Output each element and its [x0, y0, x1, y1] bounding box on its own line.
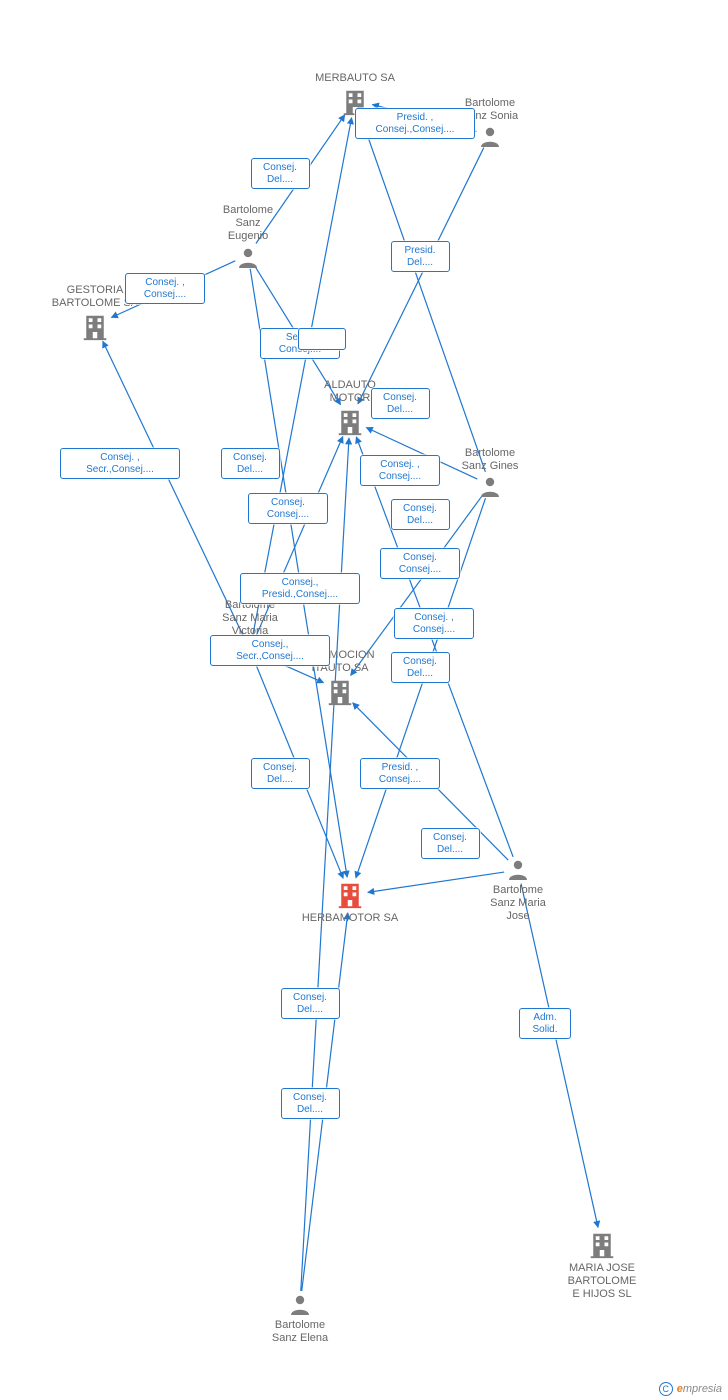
person-icon [288, 1293, 312, 1317]
building-icon [340, 87, 370, 117]
person-icon [238, 641, 262, 665]
node-label: Bartolome Sanz Elena [245, 1319, 355, 1345]
company-node[interactable]: HERBAMOTOR SA [295, 880, 405, 925]
company-node[interactable]: ALDAUTO MOTOR [295, 379, 405, 437]
person-node[interactable]: Bartolome Sanz Sonia [435, 97, 545, 149]
copyright-icon: C [659, 1382, 673, 1396]
person-icon [478, 475, 502, 499]
edge-label: Secr. , Consej.... [260, 328, 340, 359]
company-node[interactable]: MERBAUTO SA [300, 72, 410, 117]
person-icon [478, 125, 502, 149]
edge-label: Consej. Del.... [391, 499, 450, 530]
company-node[interactable]: PROMOCION ITAUTO SA [285, 649, 395, 707]
person-node[interactable]: Bartolome Sanz Maria Jose [463, 858, 573, 924]
edge-label: Consej. Consej.... [380, 548, 460, 579]
edge-label: Consej. Del.... [281, 988, 340, 1019]
edge-label: Presid. Del.... [391, 241, 450, 272]
edge-label: Consej. , Consej.... [394, 608, 474, 639]
building-icon [587, 1230, 617, 1260]
node-label: Bartolome Sanz Gines [435, 447, 545, 473]
company-node[interactable]: GESTORIA BARTOLOME SA [40, 284, 150, 342]
node-label: Bartolome Sanz Maria Jose [463, 884, 573, 924]
building-icon [335, 407, 365, 437]
building-icon [325, 677, 355, 707]
footer: C empresia [659, 1382, 722, 1396]
node-label: MERBAUTO SA [300, 72, 410, 85]
network-diagram: MERBAUTO SA Bartolome Sanz Sonia Bartolo… [0, 0, 728, 1400]
edge-label: Consej. Del.... [421, 828, 480, 859]
edge-label [298, 328, 346, 350]
edge-label: Consej. Del.... [391, 652, 450, 683]
edge-label: Adm. Solid. [519, 1008, 571, 1039]
edge-label: Consej. Del.... [281, 1088, 340, 1119]
brand: empresia [677, 1383, 722, 1395]
node-label: HERBAMOTOR SA [295, 912, 405, 925]
node-label: Bartolome Sanz Maria Victoria [195, 599, 305, 639]
node-label: PROMOCION ITAUTO SA [285, 649, 395, 675]
company-node[interactable]: MARIA JOSE BARTOLOME E HIJOS SL [547, 1230, 657, 1302]
edge-label: Consej. Del.... [251, 158, 310, 189]
building-icon [335, 880, 365, 910]
edge-label: Consej. Del.... [251, 758, 310, 789]
node-label: Bartolome Sanz Eugenio [193, 204, 303, 244]
person-icon [236, 246, 260, 270]
person-node[interactable]: Bartolome Sanz Elena [245, 1293, 355, 1345]
edge-label: Consej. Consej.... [248, 493, 328, 524]
edge-label: Presid. , Consej.... [360, 758, 440, 789]
edge-label: Consej. , Secr.,Consej.... [60, 448, 180, 479]
person-node[interactable]: Bartolome Sanz Gines [435, 447, 545, 499]
building-icon [80, 312, 110, 342]
person-node[interactable]: Bartolome Sanz Eugenio [193, 204, 303, 270]
node-label: GESTORIA BARTOLOME SA [40, 284, 150, 310]
edge-label: Consej. Del.... [221, 448, 280, 479]
edge-label: Consej. , Consej.... [360, 455, 440, 486]
node-label: ALDAUTO MOTOR [295, 379, 405, 405]
person-icon [506, 858, 530, 882]
node-label: Bartolome Sanz Sonia [435, 97, 545, 123]
node-label: MARIA JOSE BARTOLOME E HIJOS SL [547, 1262, 657, 1302]
